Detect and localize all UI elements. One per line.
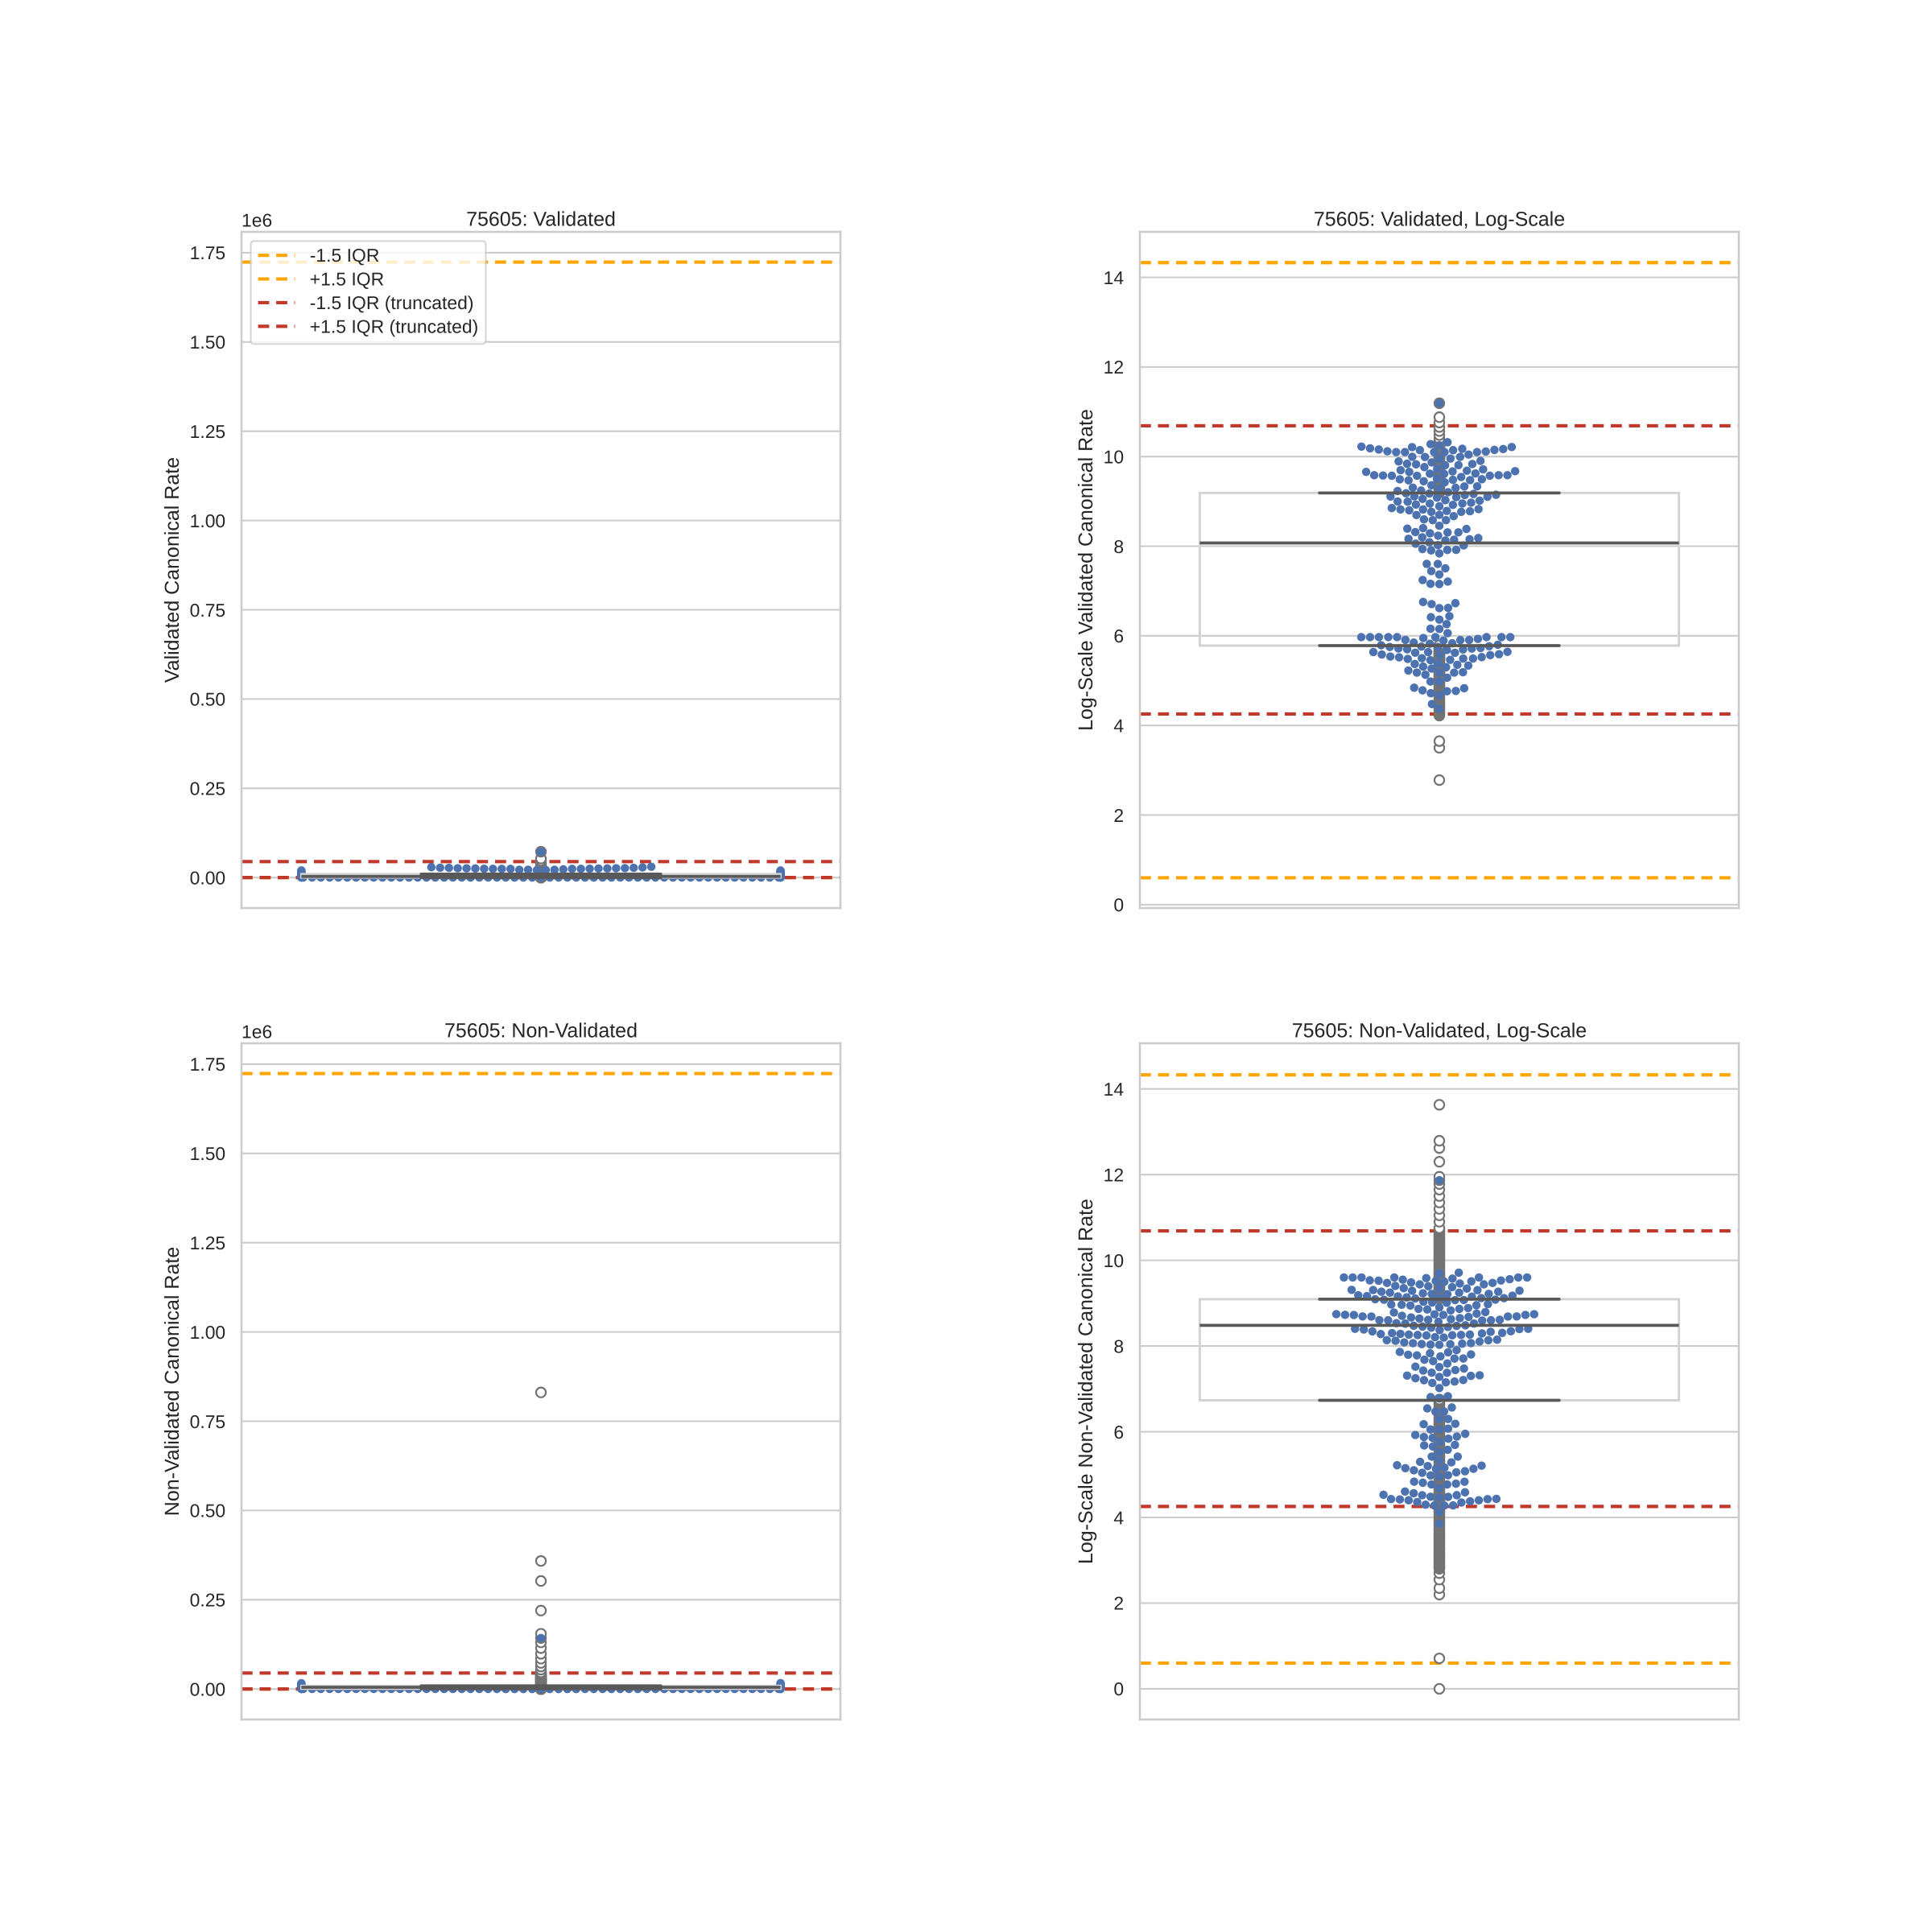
svg-text:0: 0 xyxy=(1113,896,1124,916)
svg-text:-1.5 IQR: -1.5 IQR xyxy=(310,246,380,266)
svg-text:6: 6 xyxy=(1113,1423,1124,1443)
svg-text:1.50: 1.50 xyxy=(190,1145,226,1165)
svg-text:1.25: 1.25 xyxy=(190,423,226,443)
svg-text:12: 12 xyxy=(1104,358,1125,378)
svg-text:1e6: 1e6 xyxy=(242,1023,272,1043)
svg-text:12: 12 xyxy=(1104,1166,1125,1187)
svg-text:14: 14 xyxy=(1104,269,1125,289)
svg-text:1.00: 1.00 xyxy=(190,512,226,532)
svg-text:0.50: 0.50 xyxy=(190,1502,226,1522)
svg-text:2: 2 xyxy=(1113,807,1124,827)
svg-text:14: 14 xyxy=(1104,1080,1125,1100)
svg-text:Log-Scale Validated Canonical: Log-Scale Validated Canonical Rate xyxy=(1074,408,1097,730)
svg-text:6: 6 xyxy=(1113,627,1124,647)
svg-text:1.50: 1.50 xyxy=(190,333,226,353)
svg-text:10: 10 xyxy=(1104,448,1125,469)
svg-text:1.75: 1.75 xyxy=(190,1056,226,1076)
svg-text:1.25: 1.25 xyxy=(190,1234,226,1254)
svg-text:Validated Canonical Rate: Validated Canonical Rate xyxy=(160,456,184,683)
svg-text:-1.5 IQR (truncated): -1.5 IQR (truncated) xyxy=(310,294,474,314)
svg-text:0.25: 0.25 xyxy=(190,1591,226,1612)
svg-text:0.00: 0.00 xyxy=(190,1681,226,1701)
svg-text:10: 10 xyxy=(1104,1252,1125,1272)
svg-text:75605: Non-Validated, Log-Scal: 75605: Non-Validated, Log-Scale xyxy=(1292,1019,1587,1042)
svg-text:0.75: 0.75 xyxy=(190,1413,226,1433)
svg-text:+1.5 IQR: +1.5 IQR xyxy=(310,270,384,291)
svg-text:4: 4 xyxy=(1113,1509,1124,1530)
svg-text:8: 8 xyxy=(1113,538,1124,558)
svg-text:75605: Validated: 75605: Validated xyxy=(466,208,616,231)
svg-text:Log-Scale Non-Validated Canoni: Log-Scale Non-Validated Canonical Rate xyxy=(1074,1198,1097,1564)
svg-text:0.75: 0.75 xyxy=(190,601,226,621)
svg-text:0: 0 xyxy=(1113,1680,1124,1700)
svg-text:0.00: 0.00 xyxy=(190,869,226,890)
svg-text:2: 2 xyxy=(1113,1595,1124,1615)
svg-text:75605: Non-Validated: 75605: Non-Validated xyxy=(444,1019,638,1042)
svg-text:8: 8 xyxy=(1113,1338,1124,1358)
svg-text:0.25: 0.25 xyxy=(190,780,226,800)
svg-text:4: 4 xyxy=(1113,717,1124,737)
svg-text:1.00: 1.00 xyxy=(190,1323,226,1344)
svg-text:75605: Validated, Log-Scale: 75605: Validated, Log-Scale xyxy=(1314,208,1566,231)
svg-text:1e6: 1e6 xyxy=(242,212,272,232)
svg-text:Non-Validated Canonical Rate: Non-Validated Canonical Rate xyxy=(160,1246,184,1516)
svg-text:1.75: 1.75 xyxy=(190,245,226,265)
svg-text:+1.5 IQR (truncated): +1.5 IQR (truncated) xyxy=(310,318,479,338)
svg-text:0.50: 0.50 xyxy=(190,691,226,711)
